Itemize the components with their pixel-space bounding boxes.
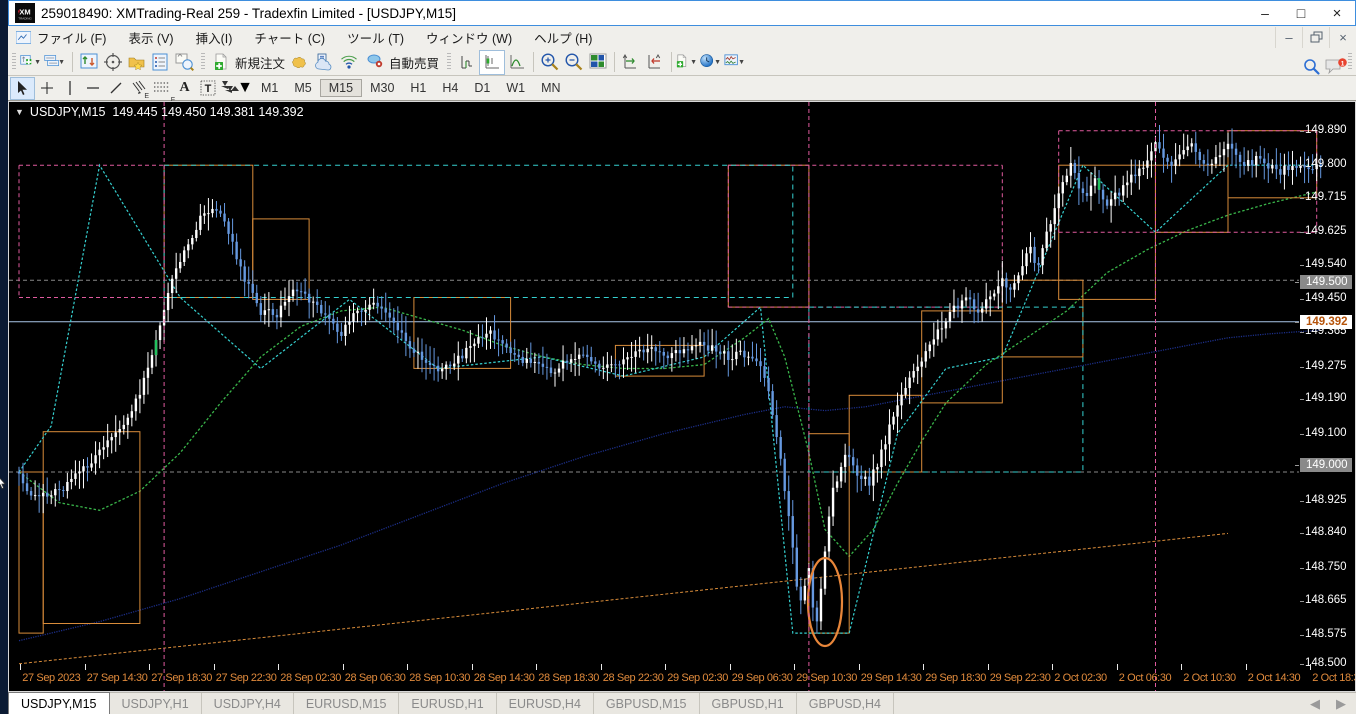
svg-text:TRADING: TRADING xyxy=(18,17,32,21)
svg-text:T: T xyxy=(204,83,211,95)
svg-text:XM: XM xyxy=(19,8,30,17)
svg-text:1: 1 xyxy=(1341,60,1345,67)
